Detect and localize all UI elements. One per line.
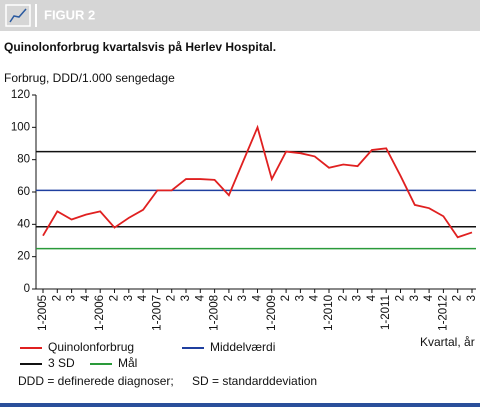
x-tick-label: 2 xyxy=(280,295,292,301)
x-tick-label: 3 xyxy=(352,295,364,301)
chart-title: Quinolonforbrug kvartalsvis på Herlev Ho… xyxy=(4,40,276,54)
x-tick-label: 3 xyxy=(66,295,78,301)
x-tick-label: 2 xyxy=(166,295,178,301)
x-tick-label: 1-2012 xyxy=(437,295,449,331)
y-tick-label: 60 xyxy=(17,186,30,198)
x-tick-label: 4 xyxy=(423,294,435,301)
x-tick-label: 4 xyxy=(252,294,264,301)
x-tick-label: 4 xyxy=(366,294,378,301)
x-tick-label: 3 xyxy=(180,295,192,301)
note: DDD = definerede diagnoser; xyxy=(18,374,174,388)
header-label: FIGUR 2 xyxy=(44,7,95,22)
x-tick-label: 4 xyxy=(80,294,92,301)
x-tick-label: 3 xyxy=(237,295,249,301)
x-tick-label: 2 xyxy=(51,295,63,301)
x-tick-label: 4 xyxy=(137,294,149,301)
legend-label: Middelværdi xyxy=(210,340,275,354)
y-tick-label: 0 xyxy=(24,283,30,295)
x-tick-label: 1-2005 xyxy=(37,295,49,331)
x-tick-label: 3 xyxy=(294,295,306,301)
x-tick-label: 1-2006 xyxy=(94,295,106,331)
y-tick-label: 40 xyxy=(17,218,30,230)
y-tick-label: 20 xyxy=(17,251,30,263)
x-tick-label: 3 xyxy=(466,295,478,301)
x-axis-label: Kvartal, år xyxy=(420,335,475,349)
x-tick-label: 4 xyxy=(194,294,206,301)
x-tick-label: 2 xyxy=(452,295,464,301)
y-tick-label: 100 xyxy=(11,121,30,133)
x-tick-label: 1-2010 xyxy=(323,295,335,331)
header-bar xyxy=(0,0,480,31)
x-tick-label: 1-2011 xyxy=(380,295,392,330)
legend-label: Quinolonforbrug xyxy=(48,340,134,354)
legend-label: Mål xyxy=(118,356,137,370)
y-tick-label: 80 xyxy=(17,154,30,166)
x-tick-label: 3 xyxy=(123,295,135,301)
legend-label: 3 SD xyxy=(48,356,75,370)
x-tick-label: 3 xyxy=(409,295,421,301)
x-tick-label: 2 xyxy=(395,295,407,301)
x-tick-label: 2 xyxy=(337,295,349,301)
y-axis-label: Forbrug, DDD/1.000 sengedage xyxy=(4,71,175,85)
bottom-rule xyxy=(0,403,480,407)
x-tick-label: 1-2009 xyxy=(266,295,278,331)
header-icon-line xyxy=(9,8,27,23)
x-tick-label: 2 xyxy=(223,295,235,301)
x-tick-label: 1-2008 xyxy=(209,295,221,331)
header-icon xyxy=(5,4,31,27)
x-tick-label: 2 xyxy=(109,295,121,301)
y-tick-label: 120 xyxy=(11,89,30,101)
note: SD = standarddeviation xyxy=(192,374,317,388)
x-tick-label: 4 xyxy=(309,294,321,301)
x-tick-label: 1-2007 xyxy=(151,295,163,331)
data-line xyxy=(42,124,473,239)
